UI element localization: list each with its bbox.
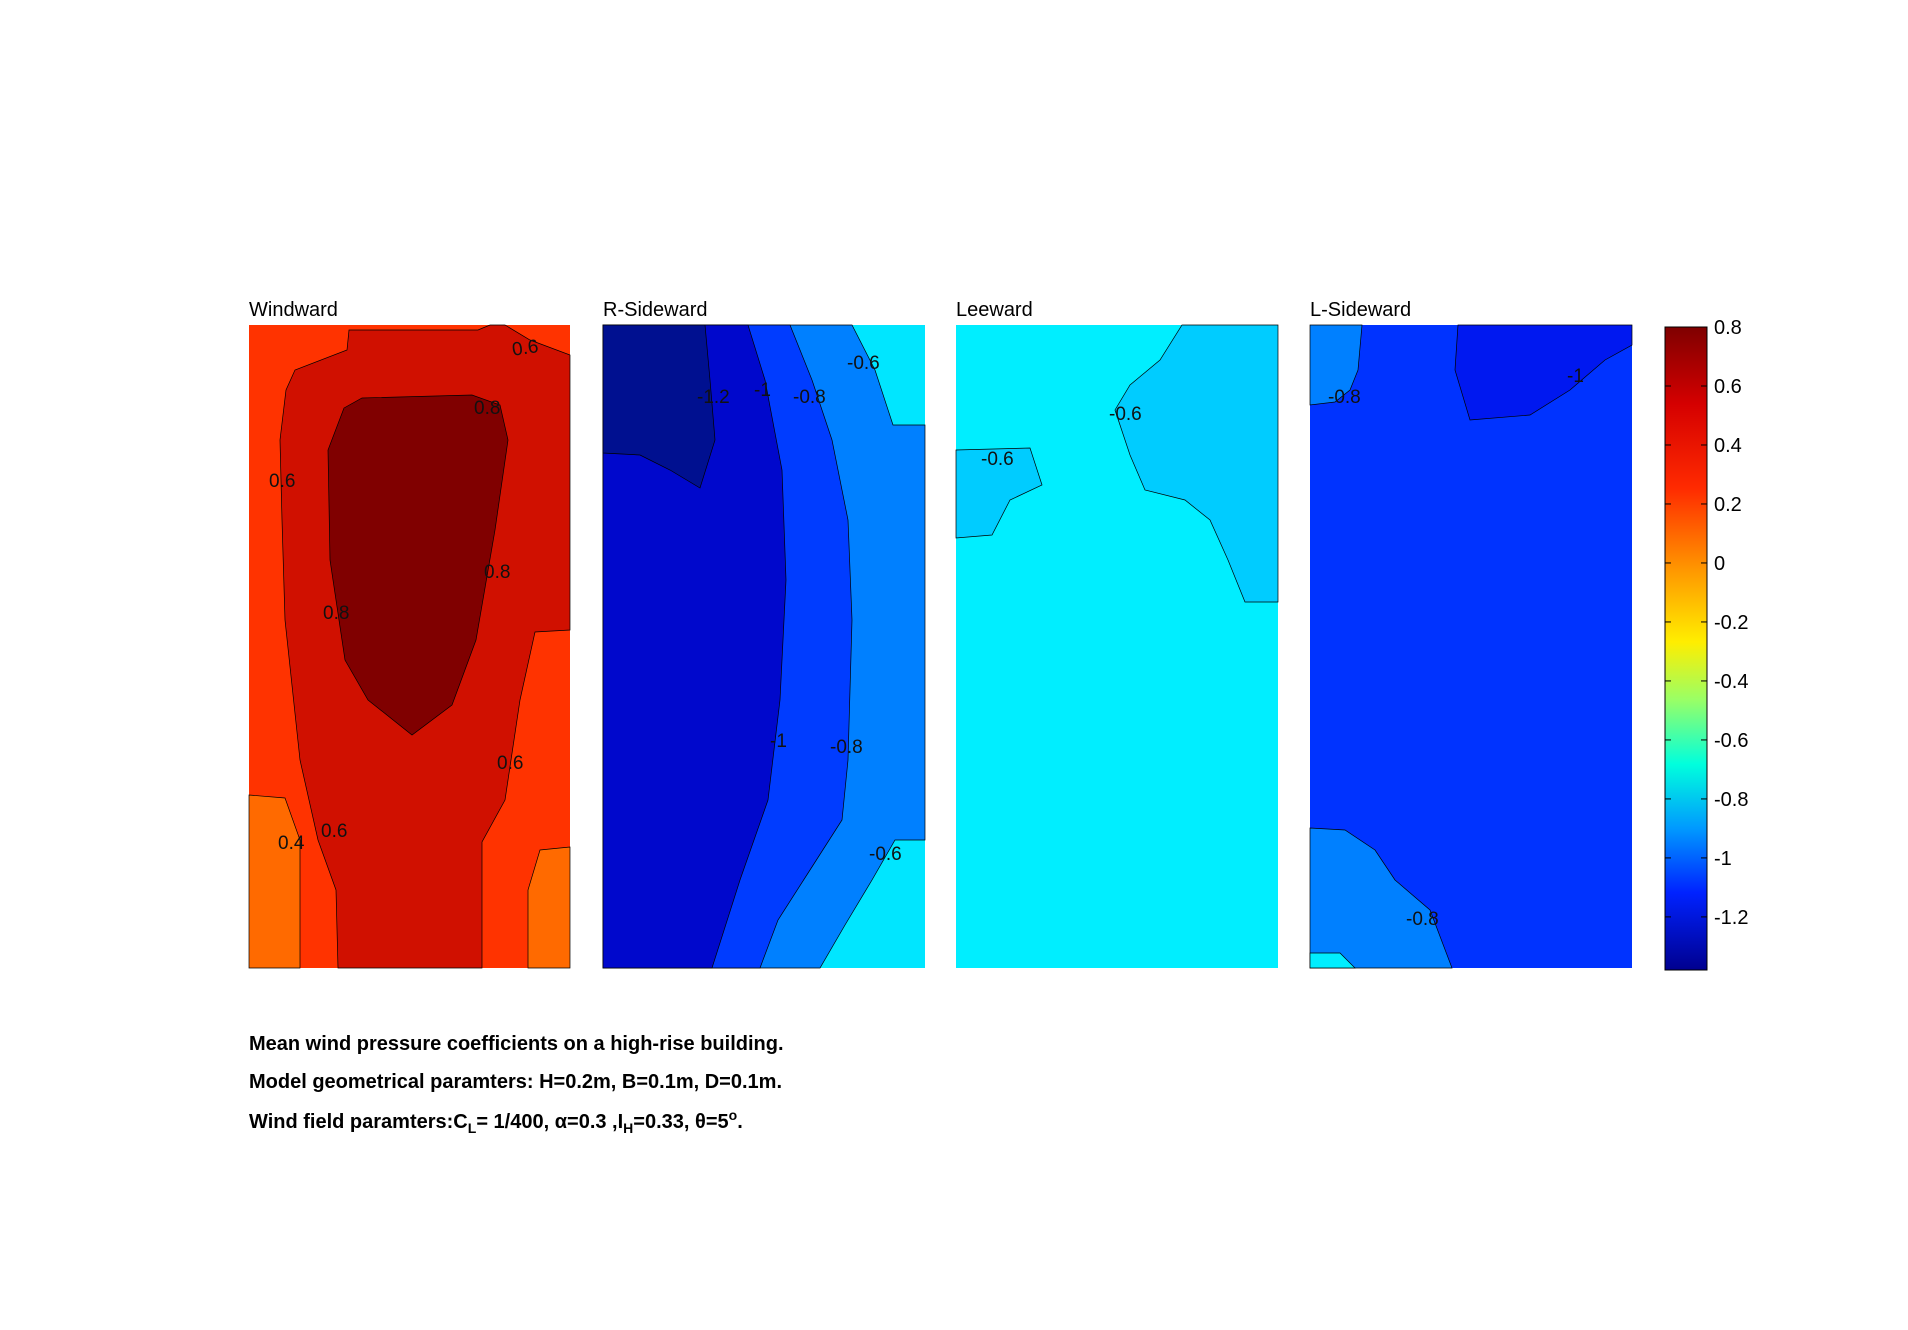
windward-contour-label: 0.6 — [497, 753, 523, 774]
colorbar-tick-label: 0.2 — [1714, 494, 1742, 516]
colorbar-tick-label: 0 — [1714, 553, 1725, 575]
caption-superscript: o — [728, 1107, 738, 1123]
caption-line-3-part: θ=5 — [695, 1111, 729, 1133]
l-sideward-region-top-right — [1454, 324, 1633, 421]
colorbar: 0.8 0.6 0.4 0.2 0 -0.2 -0.4 -0.6 -0.8 -1 -1.2 — [1664, 317, 1748, 971]
leeward-contour-label: -0.6 — [981, 449, 1014, 470]
l-sideward-contour-label: -0.8 — [1328, 387, 1361, 408]
windward-contour-label: 0.6 — [511, 336, 540, 360]
caption-subscript: L — [467, 1120, 477, 1136]
caption-line-3-part: Wind field paramters:C — [249, 1111, 468, 1133]
panel-title-windward: Windward — [249, 299, 338, 321]
colorbar-tick-label: -1.2 — [1714, 907, 1748, 929]
colorbar-tick-label: 0.4 — [1714, 435, 1742, 457]
l-sideward-region-bottom-corner — [1309, 952, 1356, 969]
caption-line-2: Model geometrical paramters: H=0.2m, B=0… — [249, 1071, 782, 1093]
r-sideward-contour-label: -1 — [754, 380, 771, 401]
l-sideward-contour-label: -0.8 — [1406, 909, 1439, 930]
colorbar-tick-label: -0.2 — [1714, 612, 1748, 634]
caption-subscript: H — [623, 1120, 634, 1136]
panel-title-r-sideward: R-Sideward — [603, 299, 707, 321]
r-sideward-contour-label: -1.2 — [697, 387, 730, 408]
colorbar-tick-label: -0.4 — [1714, 671, 1748, 693]
caption-line-3-part: . — [737, 1111, 743, 1133]
r-sideward-contour-label: -0.6 — [847, 353, 880, 374]
windward-contour-label: 0.4 — [278, 833, 305, 854]
l-sideward-contour-label: -1 — [1567, 366, 1584, 387]
l-sideward-region-top-left — [1309, 324, 1363, 406]
panel-l-sideward: L-Sideward -0.8 -1 -0.8 — [1309, 299, 1633, 969]
panel-windward: Windward 0.6 0.8 0.6 0.8 0.8 0.6 0.4 0.6 — [248, 299, 571, 969]
windward-contour-label: 0.6 — [269, 471, 295, 492]
r-sideward-region--1.2 — [602, 324, 787, 969]
caption-line-3-part: ,I — [606, 1111, 624, 1133]
colorbar-gradient — [1664, 326, 1708, 971]
windward-contour-label: 0.8 — [484, 562, 510, 583]
panel-leeward: Leeward -0.6 -0.6 — [955, 299, 1279, 968]
windward-region-0.4-left — [248, 794, 301, 969]
panel-title-l-sideward: L-Sideward — [1310, 299, 1411, 321]
colorbar-tick-label: -0.6 — [1714, 730, 1748, 752]
r-sideward-contour-label: -0.8 — [830, 737, 863, 758]
r-sideward-contour-label: -1 — [770, 731, 787, 752]
r-sideward-region--1.4 — [602, 324, 716, 489]
caption-line-3-part: = 1/400, — [476, 1111, 555, 1133]
windward-contour-label: 0.8 — [474, 398, 500, 419]
caption-line-3-part: =0.33, — [633, 1111, 696, 1133]
leeward-contour-label: -0.6 — [1109, 404, 1142, 425]
windward-contour-label: 0.6 — [321, 821, 347, 842]
leeward-region-top-right — [1114, 324, 1279, 603]
r-sideward-contour-label: -0.6 — [869, 844, 902, 865]
caption-line-1: Mean wind pressure coefficients on a hig… — [249, 1033, 784, 1055]
colorbar-ticks: 0.8 0.6 0.4 0.2 0 -0.2 -0.4 -0.6 -0.8 -1 -1.2 — [1665, 317, 1748, 929]
windward-region-0.4-right — [527, 846, 571, 969]
panel-r-sideward: R-Sideward -0.6 -1.2 -1 -0.8 -1 -0.8 -0.… — [602, 299, 926, 969]
panel-title-leeward: Leeward — [956, 299, 1033, 321]
leeward-region-left — [955, 447, 1043, 539]
windward-contour-label: 0.8 — [323, 603, 349, 624]
caption-line-3: Wind field paramters:CL= 1/400, α=0.3 ,I… — [249, 1107, 743, 1136]
windward-region-0.8 — [327, 394, 509, 736]
r-sideward-contour-label: -0.8 — [793, 387, 826, 408]
colorbar-tick-label: 0.8 — [1714, 317, 1742, 339]
colorbar-tick-label: 0.6 — [1714, 376, 1742, 398]
colorbar-tick-label: -0.8 — [1714, 789, 1748, 811]
caption-line-3-part: α=0.3 — [554, 1111, 607, 1133]
colorbar-tick-label: -1 — [1714, 848, 1732, 870]
